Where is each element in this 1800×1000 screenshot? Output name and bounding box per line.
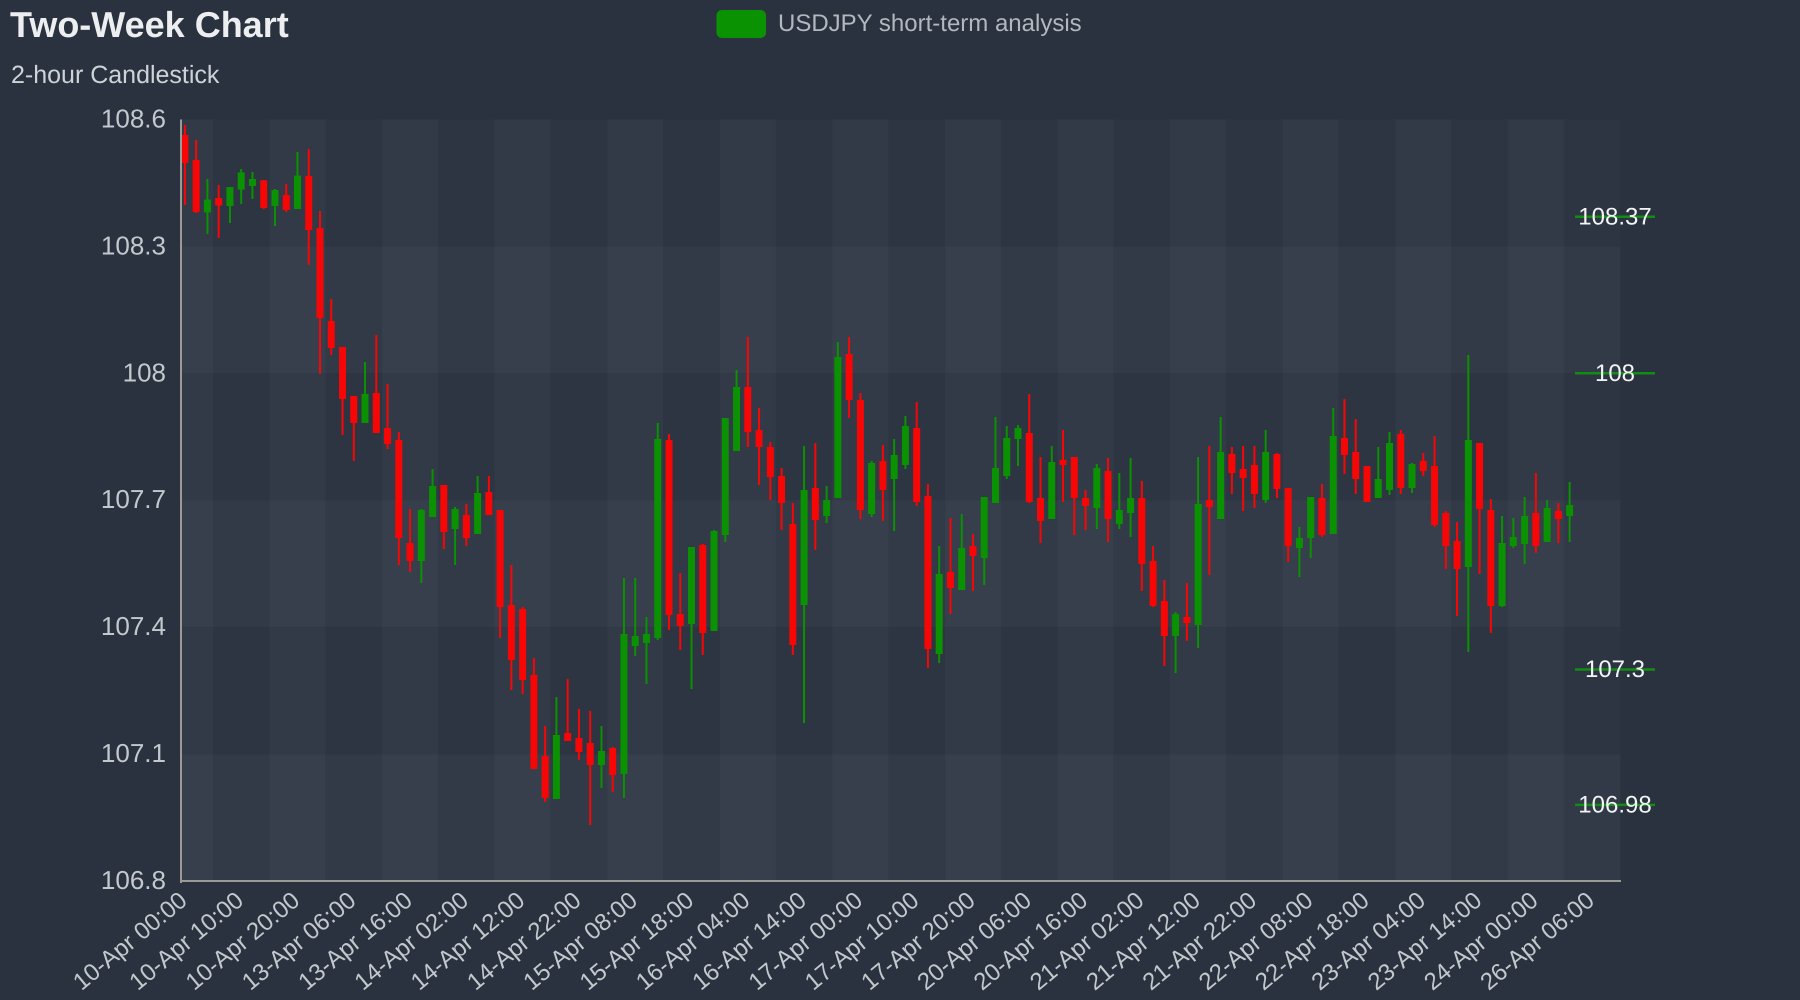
svg-text:108.6: 108.6 bbox=[101, 104, 166, 134]
svg-text:107.4: 107.4 bbox=[101, 611, 166, 641]
svg-text:108.3: 108.3 bbox=[101, 230, 166, 260]
svg-text:107.3: 107.3 bbox=[1585, 656, 1645, 683]
svg-text:Two-Week Chart: Two-Week Chart bbox=[10, 4, 289, 45]
svg-text:106.8: 106.8 bbox=[101, 865, 166, 895]
svg-text:108.37: 108.37 bbox=[1578, 203, 1651, 230]
svg-text:108: 108 bbox=[1595, 360, 1635, 387]
svg-text:107.1: 107.1 bbox=[101, 738, 166, 768]
svg-text:2-hour Candlestick: 2-hour Candlestick bbox=[11, 61, 220, 89]
svg-text:108: 108 bbox=[123, 357, 166, 387]
svg-text:106.98: 106.98 bbox=[1578, 791, 1651, 818]
svg-text:USDJPY short-term analysis: USDJPY short-term analysis bbox=[778, 10, 1082, 37]
svg-text:107.7: 107.7 bbox=[101, 484, 166, 514]
